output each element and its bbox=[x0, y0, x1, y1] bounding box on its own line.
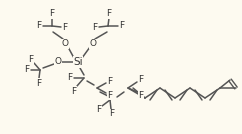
Text: F: F bbox=[120, 21, 125, 31]
Text: F: F bbox=[62, 23, 68, 31]
Text: F: F bbox=[24, 66, 30, 75]
Text: O: O bbox=[61, 40, 68, 49]
Text: F: F bbox=[107, 90, 113, 100]
Text: F: F bbox=[37, 79, 42, 88]
Text: F: F bbox=[107, 77, 113, 85]
Text: F: F bbox=[106, 10, 112, 18]
Text: Si: Si bbox=[73, 57, 83, 67]
Text: F: F bbox=[138, 75, 144, 83]
Text: F: F bbox=[109, 109, 114, 118]
Text: F: F bbox=[68, 74, 73, 83]
Text: O: O bbox=[54, 57, 61, 66]
Text: F: F bbox=[29, 55, 34, 64]
Text: F: F bbox=[138, 90, 144, 100]
Text: F: F bbox=[37, 21, 42, 31]
Text: F: F bbox=[49, 10, 54, 18]
Text: F: F bbox=[71, 87, 76, 96]
Text: F: F bbox=[97, 105, 102, 114]
Text: O: O bbox=[90, 40, 97, 49]
Text: F: F bbox=[92, 23, 98, 31]
